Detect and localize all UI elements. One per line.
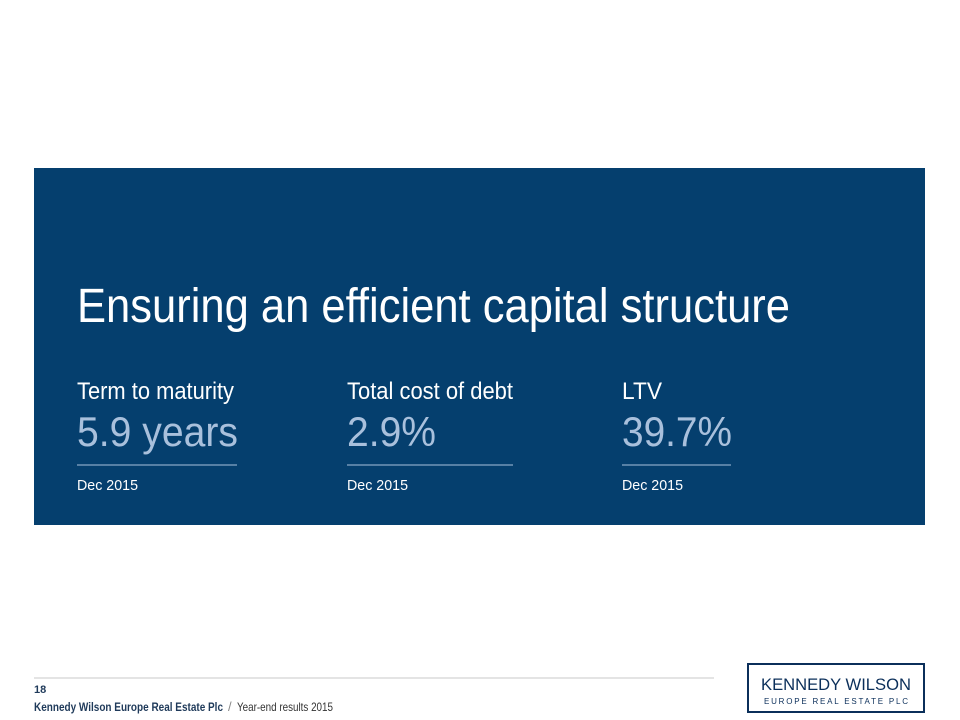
- slide-title: Ensuring an efficient capital structure: [77, 280, 790, 333]
- logo: KENNEDY WILSON EUROPE REAL ESTATE PLC: [747, 663, 925, 713]
- logo-frame: [747, 663, 925, 713]
- metric: LTV 39.7% Dec 2015: [622, 378, 732, 494]
- metric-value: 5.9 years: [77, 408, 238, 455]
- metric-date: Dec 2015: [347, 477, 408, 494]
- metric-date: Dec 2015: [622, 477, 683, 494]
- metric-value: 2.9%: [347, 408, 436, 455]
- page-number: 18: [34, 684, 46, 696]
- metric-value: 39.7%: [622, 408, 732, 455]
- metric-label: Term to maturity: [77, 378, 234, 405]
- metric-label: Total cost of debt: [347, 378, 513, 405]
- logo-subtitle: EUROPE REAL ESTATE PLC: [764, 697, 908, 706]
- separator: /: [228, 699, 232, 714]
- report-name: Year-end results 2015: [237, 700, 333, 714]
- logo-name: KENNEDY WILSON: [761, 675, 911, 694]
- metric: Term to maturity 5.9 years Dec 2015: [77, 378, 238, 494]
- metric: Total cost of debt 2.9% Dec 2015: [347, 378, 513, 494]
- company-name: Kennedy Wilson Europe Real Estate Plc: [34, 700, 223, 714]
- hero-panel: [34, 168, 925, 525]
- metric-label: LTV: [622, 378, 662, 405]
- metric-date: Dec 2015: [77, 477, 138, 494]
